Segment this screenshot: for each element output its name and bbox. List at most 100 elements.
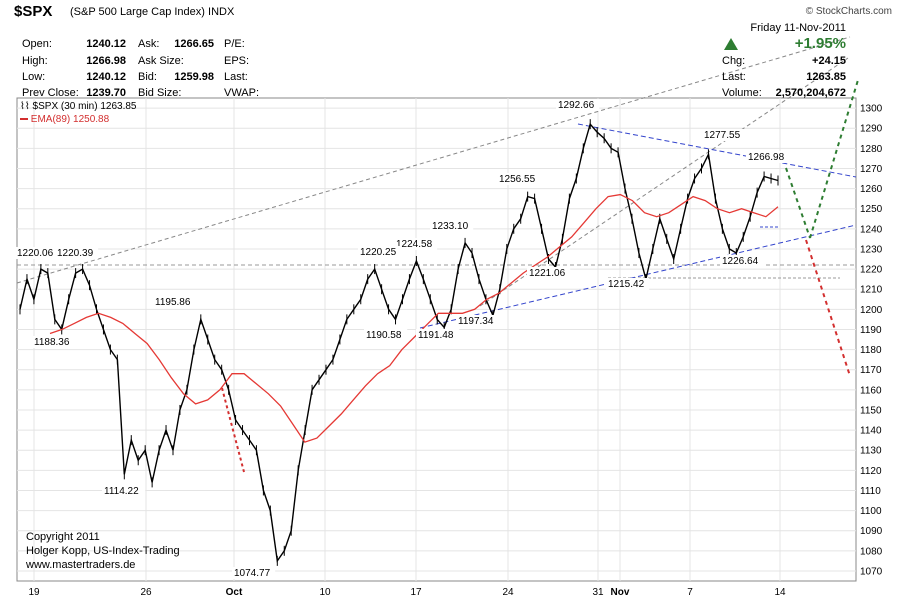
watermark: © StockCharts.com: [805, 6, 892, 17]
bid-size-label: Bid Size:: [138, 87, 182, 99]
data-label: 1292.66: [558, 100, 595, 111]
quote-low-value: 1240.12: [86, 71, 126, 83]
pct-change: +1.95%: [794, 35, 846, 52]
y-tick-label: 1110: [860, 486, 881, 497]
y-tick-label: 1120: [860, 466, 882, 477]
ema-line: [49, 193, 779, 443]
quote-prevclose-label: Prev Close:: [22, 87, 79, 99]
quote-date: Friday 11-Nov-2011: [750, 22, 846, 34]
x-tick-label: Oct: [226, 587, 243, 598]
data-label: 1266.98: [748, 152, 785, 163]
chg-value: +24.15: [812, 55, 846, 67]
quote-low-label: Low:: [22, 71, 46, 83]
y-tick-label: 1280: [860, 144, 883, 155]
data-label: 1220.06: [17, 248, 54, 259]
bid-label: Bid:: [138, 71, 157, 83]
y-tick-label: 1200: [860, 305, 883, 316]
y-tick-label: 1270: [860, 164, 883, 175]
ask-size-label: Ask Size:: [138, 55, 184, 67]
ask-value: 1266.65: [174, 38, 214, 50]
legend-price: ⌇⌇ $SPX (30 min) 1263.85: [20, 101, 137, 112]
quote-high-label: High:: [22, 55, 48, 67]
data-label-bg: [456, 315, 500, 327]
copyright-line-1: Copyright 2011: [26, 531, 100, 543]
data-label: 1233.10: [432, 221, 469, 232]
y-tick-label: 1220: [860, 265, 883, 276]
data-label: 1277.55: [704, 130, 741, 141]
legend-ema: EMA(89) 1250.88: [20, 114, 109, 125]
data-label: 1256.55: [499, 174, 536, 185]
x-tick-label: 10: [319, 587, 331, 598]
data-label-bg: [746, 151, 790, 163]
data-label: 1188.36: [34, 337, 70, 348]
quote-high-value: 1266.98: [86, 55, 126, 67]
bid-value: 1259.98: [174, 71, 214, 83]
data-label-bg: [15, 247, 59, 259]
x-tick-label: 7: [687, 587, 693, 598]
y-tick-label: 1290: [860, 124, 883, 135]
y-tick-label: 1180: [860, 345, 882, 356]
data-label-bg: [153, 296, 197, 308]
data-label: 1197.34: [458, 316, 494, 327]
x-tick-label: 24: [502, 587, 514, 598]
resistance-trendline: [577, 123, 857, 178]
eps-label: EPS:: [224, 55, 250, 67]
data-label-bg: [720, 255, 764, 267]
last-price-value: 1263.85: [806, 71, 846, 83]
volume-label: Volume:: [722, 87, 762, 99]
data-label-bg: [430, 220, 474, 232]
y-tick-label: 1230: [860, 244, 883, 255]
y-tick-label: 1130: [860, 446, 882, 457]
data-label-bg: [416, 329, 460, 341]
data-label: 1191.48: [418, 330, 454, 341]
chg-label: Chg:: [722, 55, 746, 67]
upper-channel-line: [16, 36, 851, 284]
inner-support-line: [479, 57, 849, 307]
bull-projection-up: [809, 79, 859, 239]
symbol: $SPX: [14, 3, 53, 20]
y-tick-label: 1210: [860, 285, 883, 296]
data-label: 1195.86: [155, 297, 191, 308]
y-tick-label: 1240: [860, 224, 883, 235]
last-label: Last:: [224, 71, 248, 83]
data-label-bg: [32, 336, 76, 348]
data-label: 1074.77: [234, 568, 271, 579]
y-tick-label: 1100: [860, 506, 882, 517]
copyright-line-2: Holger Kopp, US-Index-Trading: [26, 545, 180, 557]
y-tick-label: 1140: [860, 426, 882, 437]
data-label-bg: [102, 485, 146, 497]
y-tick-label: 1160: [860, 385, 882, 396]
price-line: [19, 122, 779, 563]
data-label: 1220.25: [360, 247, 397, 258]
y-tick-label: 1080: [860, 546, 883, 557]
x-tick-label: 14: [774, 587, 786, 598]
copyright-line-3: www.mastertraders.de: [26, 559, 136, 571]
ask-label: Ask:: [138, 38, 160, 50]
y-tick-label: 1150: [860, 405, 882, 416]
data-label-bg: [364, 329, 408, 341]
data-label-bg: [702, 129, 746, 141]
symbol-description: (S&P 500 Large Cap Index) INDX: [70, 6, 235, 18]
data-label: 1114.22: [104, 486, 139, 497]
data-label-bg: [497, 173, 541, 185]
vwap-label: VWAP:: [224, 87, 260, 99]
data-label: 1220.39: [57, 248, 94, 259]
data-label-bg: [55, 247, 99, 259]
y-tick-label: 1260: [860, 184, 883, 195]
volume-value: 2,570,204,672: [775, 87, 846, 99]
y-tick-label: 1170: [860, 365, 882, 376]
data-label-bg: [606, 278, 650, 290]
pe-label: P/E:: [224, 38, 245, 50]
x-axis: 19 26 Oct 10 17 24 31 Nov 7 14: [28, 587, 786, 598]
data-label-bg: [394, 238, 438, 250]
data-label: 1224.58: [396, 239, 433, 250]
y-tick-label: 1090: [860, 526, 883, 537]
candlestick-icon: ⌇⌇: [20, 101, 30, 112]
data-label: 1190.58: [366, 330, 402, 341]
last-price-label: Last:: [722, 71, 746, 83]
grid: [17, 98, 856, 581]
quote-prevclose-value: 1239.70: [86, 87, 126, 99]
x-tick-label: 26: [140, 587, 152, 598]
x-tick-label: 19: [28, 587, 40, 598]
